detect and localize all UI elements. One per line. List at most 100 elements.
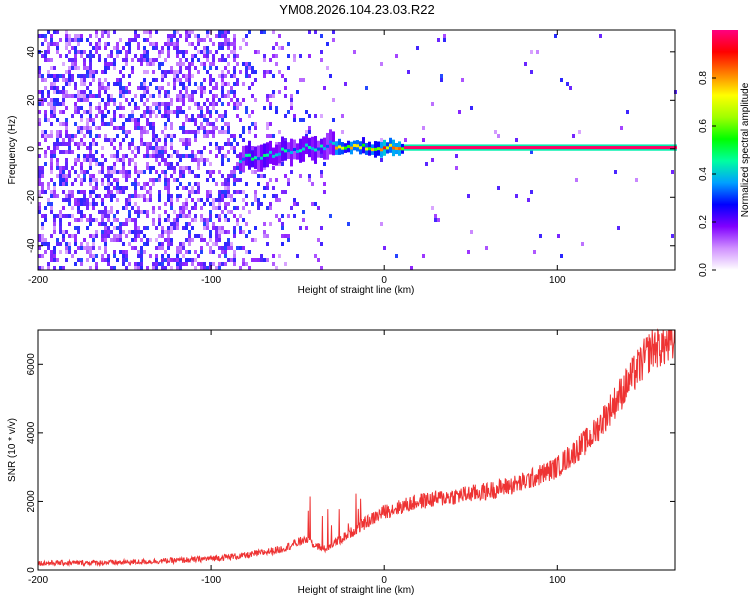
noise-cell xyxy=(176,46,179,50)
noise-cell xyxy=(290,98,293,102)
noise-cell xyxy=(56,30,59,34)
noise-cell xyxy=(146,70,149,74)
noise-cell xyxy=(434,214,437,218)
noise-cell xyxy=(71,214,74,218)
noise-cell xyxy=(131,150,134,154)
noise-cell xyxy=(197,102,200,106)
noise-cell xyxy=(248,66,251,70)
signal-core-cell xyxy=(617,146,620,150)
noise-cell xyxy=(467,250,470,254)
noise-cell xyxy=(299,226,302,230)
noise-cell xyxy=(221,58,224,62)
noise-cell xyxy=(167,134,170,138)
noise-cell xyxy=(203,266,206,270)
noise-cell xyxy=(314,30,317,34)
noise-cell xyxy=(140,94,143,98)
noise-cell xyxy=(65,46,68,50)
noise-cell xyxy=(218,218,221,222)
noise-cell xyxy=(62,74,65,78)
noise-cell xyxy=(170,102,173,106)
noise-cell xyxy=(224,82,227,86)
noise-cell xyxy=(527,198,530,202)
noise-cell xyxy=(77,42,80,46)
noise-cell xyxy=(107,194,110,198)
noise-cell xyxy=(209,78,212,82)
noise-cell xyxy=(239,46,242,50)
noise-cell xyxy=(98,58,101,62)
noise-cell xyxy=(176,78,179,82)
noise-cell xyxy=(107,190,110,194)
noise-cell xyxy=(194,154,197,158)
noise-cell xyxy=(272,134,275,138)
noise-cell xyxy=(38,202,41,206)
noise-cell xyxy=(146,150,149,154)
noise-cell xyxy=(44,190,47,194)
noise-cell xyxy=(74,170,77,174)
noise-cell xyxy=(245,74,248,78)
noise-cell xyxy=(626,110,629,114)
signal-core-cell xyxy=(476,146,479,150)
noise-cell xyxy=(98,106,101,110)
noise-cell xyxy=(125,50,128,54)
noise-cell xyxy=(197,254,200,258)
noise-cell xyxy=(62,142,65,146)
noise-cell xyxy=(80,50,83,54)
spectrogram-frame xyxy=(37,29,676,271)
noise-cell xyxy=(101,222,104,226)
noise-cell xyxy=(95,162,98,166)
noise-cell xyxy=(158,218,161,222)
noise-cell xyxy=(185,30,188,34)
signal-core-cell xyxy=(479,146,482,150)
noise-cell xyxy=(74,110,77,114)
noise-cell xyxy=(71,254,74,258)
noise-cell xyxy=(191,206,194,210)
noise-cell xyxy=(167,154,170,158)
noise-cell xyxy=(206,50,209,54)
noise-cell xyxy=(176,30,179,34)
noise-cell xyxy=(188,118,191,122)
noise-cell xyxy=(230,258,233,262)
noise-cell xyxy=(395,254,398,258)
noise-cell xyxy=(77,126,80,130)
noise-cell xyxy=(263,106,266,110)
noise-cell xyxy=(239,70,242,74)
noise-cell xyxy=(122,254,125,258)
noise-cell xyxy=(239,246,242,250)
noise-cell xyxy=(221,74,224,78)
noise-cell xyxy=(215,238,218,242)
spectrogram-y-tick-label: 40 xyxy=(26,46,37,58)
noise-cell xyxy=(203,134,206,138)
noise-cell xyxy=(272,262,275,266)
noise-cell xyxy=(80,138,83,142)
noise-cell xyxy=(41,102,44,106)
noise-cell xyxy=(209,266,212,270)
noise-cell xyxy=(305,134,308,138)
noise-cell xyxy=(110,238,113,242)
noise-cell xyxy=(116,42,119,46)
noise-cell xyxy=(182,130,185,134)
noise-cell xyxy=(95,142,98,146)
noise-cell xyxy=(173,78,176,82)
noise-cell xyxy=(161,86,164,90)
noise-cell xyxy=(164,142,167,146)
noise-cell xyxy=(296,254,299,258)
noise-cell xyxy=(242,198,245,202)
noise-cell xyxy=(89,162,92,166)
noise-cell xyxy=(89,42,92,46)
noise-cell xyxy=(53,86,56,90)
noise-cell xyxy=(71,150,74,154)
noise-cell xyxy=(65,42,68,46)
noise-cell xyxy=(176,214,179,218)
noise-cell xyxy=(110,174,113,178)
noise-cell xyxy=(170,238,173,242)
noise-cell xyxy=(269,134,272,138)
noise-cell xyxy=(251,94,254,98)
noise-cell xyxy=(134,126,137,130)
noise-cell xyxy=(200,114,203,118)
noise-cell xyxy=(560,78,563,82)
noise-cell xyxy=(158,162,161,166)
noise-cell xyxy=(581,242,584,246)
noise-cell xyxy=(41,182,44,186)
noise-cell xyxy=(233,166,236,170)
noise-cell xyxy=(218,46,221,50)
